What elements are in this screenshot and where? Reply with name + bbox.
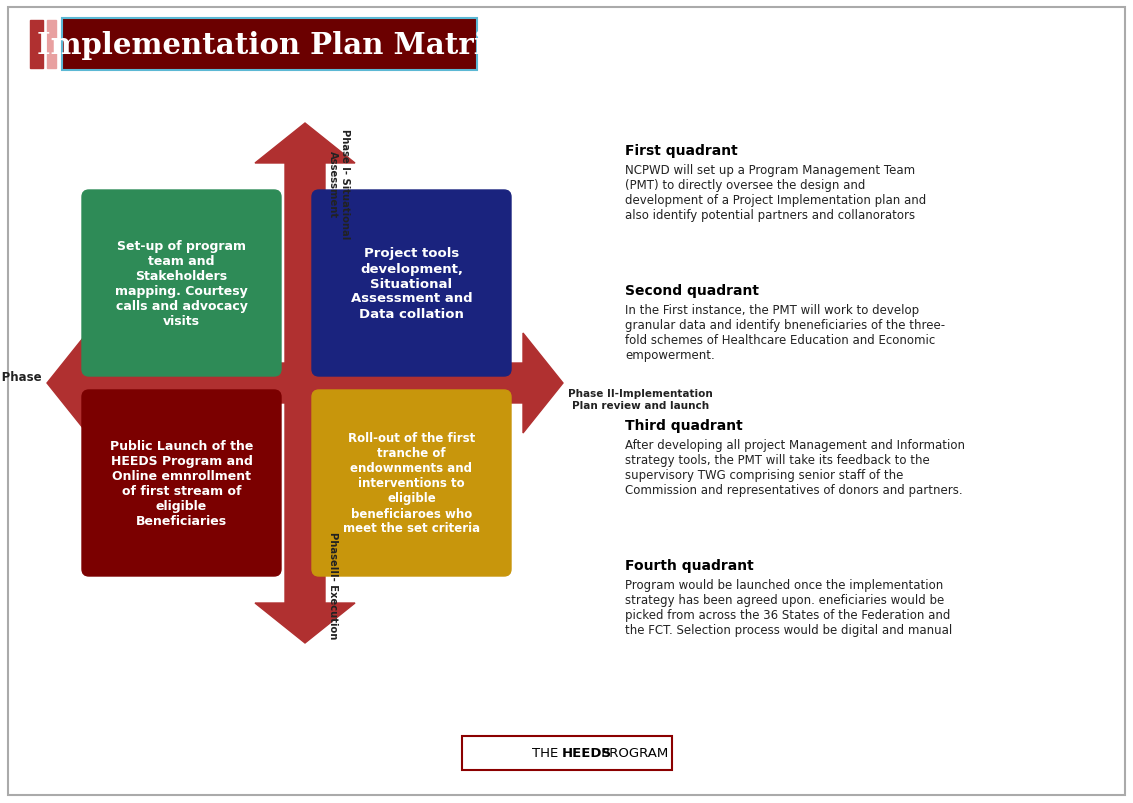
FancyBboxPatch shape (82, 191, 281, 377)
FancyBboxPatch shape (312, 390, 511, 577)
Text: PhaseIII- Execution: PhaseIII- Execution (327, 531, 338, 638)
Text: NCPWD will set up a Program Management Team
(PMT) to directly oversee the design: NCPWD will set up a Program Management T… (625, 164, 927, 222)
FancyBboxPatch shape (312, 191, 511, 377)
Text: HEEDS: HEEDS (562, 747, 612, 760)
Text: Phase II-Implementation
Plan review and launch: Phase II-Implementation Plan review and … (568, 389, 713, 410)
Polygon shape (46, 124, 563, 643)
Text: Program would be launched once the implementation
strategy has been agreed upon.: Program would be launched once the imple… (625, 578, 952, 636)
Text: Third quadrant: Third quadrant (625, 418, 743, 433)
Text: Second quadrant: Second quadrant (625, 283, 759, 298)
Text: After developing all project Management and Information
strategy tools, the PMT : After developing all project Management … (625, 438, 965, 496)
Text: Implementation Plan Matrix: Implementation Plan Matrix (37, 31, 503, 59)
Text: In the First instance, the PMT will work to develop
granular data and identify b: In the First instance, the PMT will work… (625, 304, 945, 361)
Text: First quadrant: First quadrant (625, 144, 738, 158)
Text: THE: THE (531, 747, 562, 760)
FancyBboxPatch shape (8, 8, 1125, 795)
Text: Phase I- Situational
Assessment: Phase I- Situational Assessment (327, 128, 350, 239)
FancyBboxPatch shape (462, 736, 672, 770)
FancyBboxPatch shape (82, 390, 281, 577)
Text: Project tools
development,
Situational
Assessment and
Data collation: Project tools development, Situational A… (351, 247, 472, 320)
Text: Fourth quadrant: Fourth quadrant (625, 558, 753, 573)
Bar (46, 21, 56, 69)
Text: Roll-out of the first
tranche of
endownments and
interventions to
eligible
benef: Roll-out of the first tranche of endownm… (343, 432, 480, 535)
FancyBboxPatch shape (62, 19, 477, 71)
Text: Preliminary Phase: Preliminary Phase (0, 371, 42, 384)
Text: PROGRAM: PROGRAM (597, 747, 668, 760)
Bar (29, 21, 43, 69)
Text: Public Launch of the
HEEDS Program and
Online emnrollment
of first stream of
eli: Public Launch of the HEEDS Program and O… (110, 439, 253, 528)
Text: Set-up of program
team and
Stakeholders
mapping. Courtesy
calls and advocacy
vis: Set-up of program team and Stakeholders … (116, 240, 248, 328)
